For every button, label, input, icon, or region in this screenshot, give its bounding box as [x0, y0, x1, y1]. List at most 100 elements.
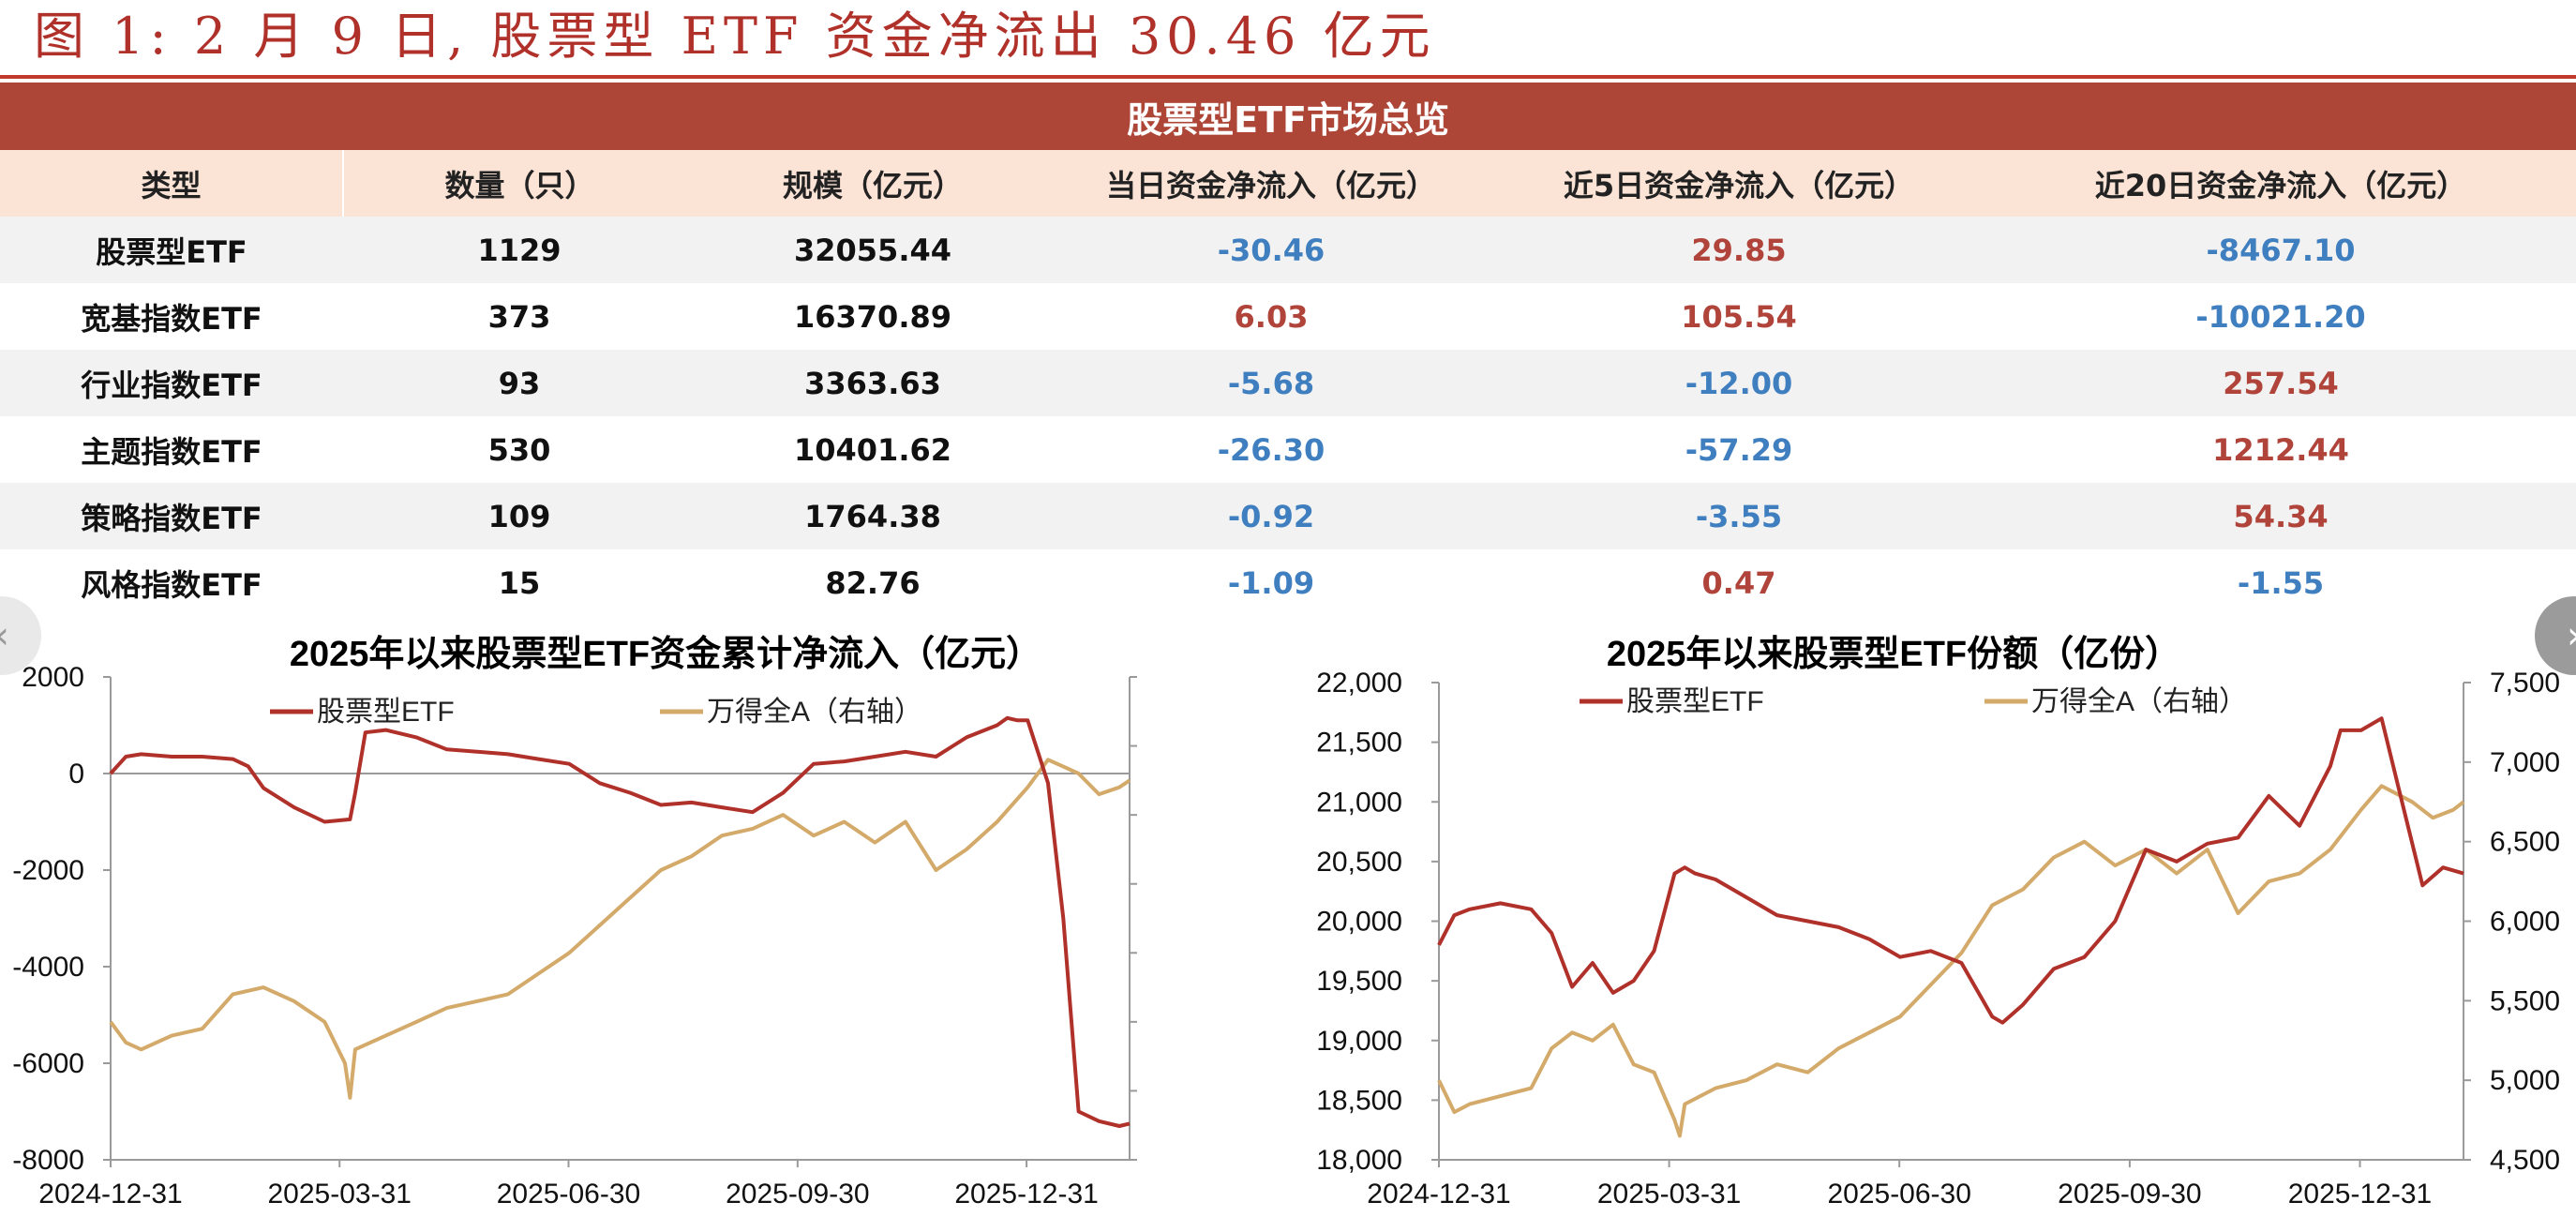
cell-20d-flow: 54.34: [1985, 483, 2576, 549]
x-tick-label: 2025-06-30: [1827, 1179, 1970, 1209]
x-tick-label: 2025-09-30: [2058, 1179, 2201, 1209]
cell-20d-flow: 1212.44: [1985, 416, 2576, 483]
x-tick-label: 2025-12-31: [954, 1179, 1098, 1209]
chart-title: 2025年以来股票型ETF资金累计净流入（亿元）: [290, 634, 1041, 674]
col-header-type: 类型: [0, 150, 344, 217]
cell-scale: 32055.44: [696, 217, 1050, 283]
x-tick-label: 2025-06-30: [497, 1179, 640, 1209]
col-header-5d-flow: 近5日资金净流入（亿元）: [1492, 150, 1985, 217]
y-right-tick-label: 7,500: [2490, 668, 2560, 699]
cell-5d-flow: 105.54: [1492, 283, 1985, 350]
cell-count: 530: [343, 416, 696, 483]
cell-count: 1129: [343, 217, 696, 283]
y-left-tick-label: 21,000: [1316, 787, 1402, 818]
y-left-tick-label: 20,000: [1316, 907, 1402, 938]
x-tick-label: 2025-03-31: [1597, 1179, 1741, 1209]
cell-day-flow: -1.09: [1050, 549, 1492, 616]
y-right-tick-label: 6,000: [2490, 907, 2560, 938]
cell-day-flow: -5.68: [1050, 350, 1492, 416]
cell-5d-flow: -57.29: [1492, 416, 1985, 483]
y-left-tick-label: 19,500: [1316, 966, 1402, 997]
col-header-20d-flow: 近20日资金净流入（亿元）: [1985, 150, 2576, 217]
series-line-wind-a: [109, 758, 1131, 1100]
cumulative-net-inflow-chart: 2025年以来股票型ETF资金累计净流入（亿元） 2000 0 -2000 -4000 -…: [0, 619, 1221, 1213]
cell-count: 373: [343, 283, 696, 350]
cell-20d-flow: -8467.10: [1985, 217, 2576, 283]
cell-5d-flow: -12.00: [1492, 350, 1985, 416]
cell-type: 风格指数ETF: [0, 549, 343, 616]
y-left-tick-label: 21,500: [1316, 728, 1402, 759]
y-left-tick-label: -6000: [12, 1048, 84, 1079]
legend-label: 股票型ETF: [317, 697, 455, 728]
cell-5d-flow: 0.47: [1492, 549, 1985, 616]
cell-count: 15: [343, 549, 696, 616]
y-right-tick-label: 4,500: [2490, 1145, 2560, 1176]
col-header-scale: 规模（亿元）: [696, 150, 1050, 217]
x-tick-label: 2024-12-31: [38, 1179, 182, 1209]
cell-count: 93: [343, 350, 696, 416]
cell-day-flow: -0.92: [1050, 483, 1492, 549]
series-line-etf: [1437, 716, 2464, 1025]
table-row: 行业指数ETF 93 3363.63 -5.68 -12.00 257.54: [0, 350, 2576, 416]
cell-5d-flow: 29.85: [1492, 217, 1985, 283]
table-banner: 股票型ETF市场总览: [0, 83, 2576, 150]
cumulative-net-inflow-chart-svg: 2025年以来股票型ETF资金累计净流入（亿元） 2000 0 -2000 -4000 -…: [12, 634, 1221, 1209]
col-header-day-flow: 当日资金净流入（亿元）: [1050, 150, 1492, 217]
cell-type: 宽基指数ETF: [0, 283, 343, 350]
y-right-tick-label: 5,000: [2490, 1065, 2560, 1096]
table-row: 股票型ETF 1129 32055.44 -30.46 29.85 -8467.…: [0, 217, 2576, 283]
legend-label: 股票型ETF: [1626, 686, 1764, 717]
legend-label: 万得全A（右轴）: [707, 697, 922, 728]
y-left-tick-label: 19,000: [1316, 1026, 1402, 1057]
etf-shares-chart-svg: 2025年以来股票型ETF份额（亿份） 22,000 21,500 21,000 20,…: [1316, 635, 2560, 1209]
cell-scale: 1764.38: [696, 483, 1050, 549]
y-left-tick-label: 2000: [22, 662, 84, 693]
y-left-tick-label: 18,000: [1316, 1145, 1402, 1176]
y-right-tick-label: 7,000: [2490, 747, 2560, 778]
table-row: 风格指数ETF 15 82.76 -1.09 0.47 -1.55: [0, 549, 2576, 616]
col-header-count: 数量（只）: [343, 150, 696, 217]
x-tick-label: 2025-12-31: [2288, 1179, 2432, 1209]
cell-day-flow: 6.03: [1050, 283, 1492, 350]
cell-type: 行业指数ETF: [0, 350, 343, 416]
chart-title: 2025年以来股票型ETF份额（亿份）: [1607, 635, 2180, 674]
legend-label: 万得全A（右轴）: [2031, 686, 2247, 717]
cell-type: 股票型ETF: [0, 217, 343, 283]
y-right-tick-label: 6,500: [2490, 827, 2560, 858]
figure-title: 图 1: 2 月 9 日, 股票型 ETF 资金净流出 30.46 亿元: [34, 7, 1436, 66]
y-left-tick-label: 22,000: [1316, 668, 1402, 699]
y-right-tick-label: 5,500: [2490, 985, 2560, 1016]
cell-20d-flow: -1.55: [1985, 549, 2576, 616]
chevron-right-icon: ›: [2567, 614, 2576, 657]
cell-day-flow: -30.46: [1050, 217, 1492, 283]
cell-type: 主题指数ETF: [0, 416, 343, 483]
etf-overview-table: 股票型ETF市场总览 类型 数量（只） 规模（亿元） 当日资金净流入（亿元） 近…: [0, 83, 2576, 616]
title-divider: [0, 75, 2576, 79]
x-tick-label: 2025-03-31: [268, 1179, 412, 1209]
chevron-left-icon: ‹: [0, 614, 9, 657]
cell-scale: 82.76: [696, 549, 1050, 616]
cell-day-flow: -26.30: [1050, 416, 1492, 483]
cell-scale: 3363.63: [696, 350, 1050, 416]
x-tick-label: 2024-12-31: [1367, 1179, 1510, 1209]
table-row: 宽基指数ETF 373 16370.89 6.03 105.54 -10021.…: [0, 283, 2576, 350]
cell-5d-flow: -3.55: [1492, 483, 1985, 549]
y-left-tick-label: -8000: [12, 1145, 84, 1176]
table-row: 主题指数ETF 530 10401.62 -26.30 -57.29 1212.…: [0, 416, 2576, 483]
cell-scale: 10401.62: [696, 416, 1050, 483]
x-tick-label: 2025-09-30: [726, 1179, 869, 1209]
y-left-tick-label: -2000: [12, 855, 84, 886]
y-left-tick-label: 18,500: [1316, 1085, 1402, 1116]
series-line-etf: [109, 715, 1131, 1128]
y-left-tick-label: -4000: [12, 952, 84, 983]
cell-20d-flow: 257.54: [1985, 350, 2576, 416]
cell-20d-flow: -10021.20: [1985, 283, 2576, 350]
series-line-wind-a: [1437, 784, 2465, 1138]
y-left-tick-label: 20,500: [1316, 847, 1402, 878]
cell-scale: 16370.89: [696, 283, 1050, 350]
y-left-tick-label: 0: [68, 759, 84, 789]
table-row: 策略指数ETF 109 1764.38 -0.92 -3.55 54.34: [0, 483, 2576, 549]
cell-type: 策略指数ETF: [0, 483, 343, 549]
cell-count: 109: [343, 483, 696, 549]
etf-shares-chart: 2025年以来股票型ETF份额（亿份） 22,000 21,500 21,000 20,…: [1237, 619, 2576, 1213]
